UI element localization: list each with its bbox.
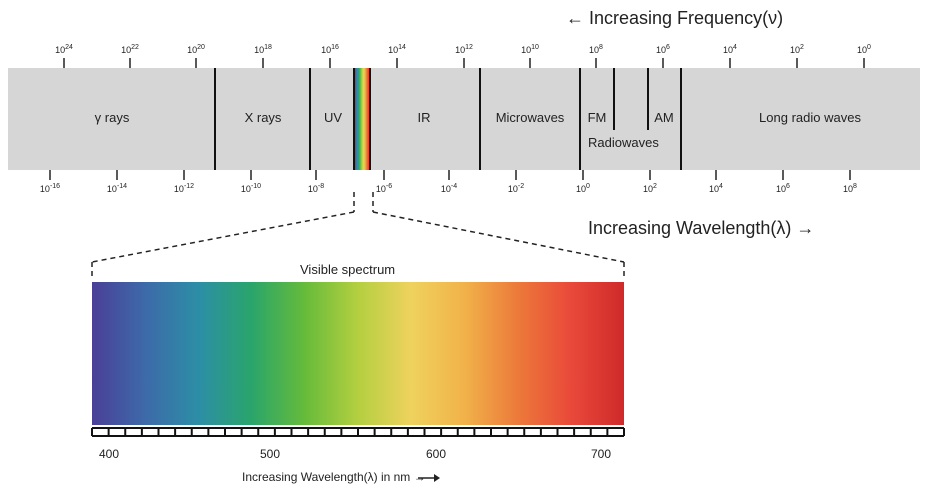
freq-tick-label: 1012 <box>455 44 473 55</box>
freq-tick-label: 106 <box>656 44 670 55</box>
freq-tick-label: 104 <box>723 44 737 55</box>
zoom-line-left-diagonal <box>91 211 355 263</box>
nm-tick-label-500: 500 <box>259 447 281 461</box>
band-label-ir: IR <box>417 110 431 125</box>
wl-tick-label: 10-4 <box>440 183 458 194</box>
radiowaves-label: Radiowaves <box>588 135 659 150</box>
band-label-fm: FM <box>587 110 607 125</box>
band-dividers <box>214 68 682 170</box>
band-label-uv: UV <box>323 110 343 125</box>
wl-tick-label: 10-14 <box>106 183 128 194</box>
freq-tick-label: 1018 <box>254 44 272 55</box>
spectrum-band <box>8 68 920 170</box>
visible-spectrum-gradient <box>92 282 624 425</box>
wl-tick-label: 10-6 <box>375 183 393 194</box>
wl-tick-label: 106 <box>776 183 790 194</box>
wavelength-ticks <box>49 170 851 180</box>
freq-tick-label: 1020 <box>187 44 205 55</box>
wavelength-axis-title: Increasing Wavelength(λ) → <box>588 218 815 238</box>
freq-tick-label: 100 <box>857 44 871 55</box>
freq-tick-label: 1022 <box>121 44 139 55</box>
wl-tick-label: 10-10 <box>240 183 262 194</box>
zoom-lines <box>91 192 625 278</box>
freq-tick-label: 102 <box>790 44 804 55</box>
band-label-long-radio: Long radio waves <box>759 110 861 125</box>
visible-stripe <box>354 68 370 170</box>
wl-tick-label: 100 <box>576 183 590 194</box>
frequency-ticks <box>63 58 865 68</box>
freq-tick-label: 108 <box>589 44 603 55</box>
wl-tick-label: 10-2 <box>507 183 525 194</box>
nm-tick-label-600: 600 <box>425 447 447 461</box>
nm-tick-label-700: 700 <box>590 447 612 461</box>
nm-arrow-head <box>434 474 440 482</box>
nm-axis-title: Increasing Wavelength(λ) in nm → <box>242 470 426 484</box>
band-label-am: AM <box>654 110 674 125</box>
visible-spectrum-title: Visible spectrum <box>300 262 396 277</box>
wl-tick-label: 10-12 <box>173 183 195 194</box>
band-label-gamma: γ rays <box>94 110 130 125</box>
nm-ruler <box>91 427 625 437</box>
wl-tick-label: 108 <box>843 183 857 194</box>
freq-tick-label: 1010 <box>521 44 539 55</box>
nm-tick-label-400: 400 <box>98 447 120 461</box>
freq-tick-label: 1016 <box>321 44 339 55</box>
wl-tick-label: 102 <box>643 183 657 194</box>
wl-tick-label: 10-8 <box>307 183 325 194</box>
wl-tick-label: 10-16 <box>39 183 61 194</box>
frequency-axis-title: ← Increasing Frequency(ν) <box>566 8 784 28</box>
band-label-microwaves: Microwaves <box>495 110 565 125</box>
freq-tick-label: 1014 <box>388 44 406 55</box>
wl-tick-label: 104 <box>709 183 723 194</box>
band-label-xray: X rays <box>244 110 282 125</box>
freq-tick-label: 1024 <box>55 44 73 55</box>
zoom-line-right-diagonal <box>372 211 625 263</box>
